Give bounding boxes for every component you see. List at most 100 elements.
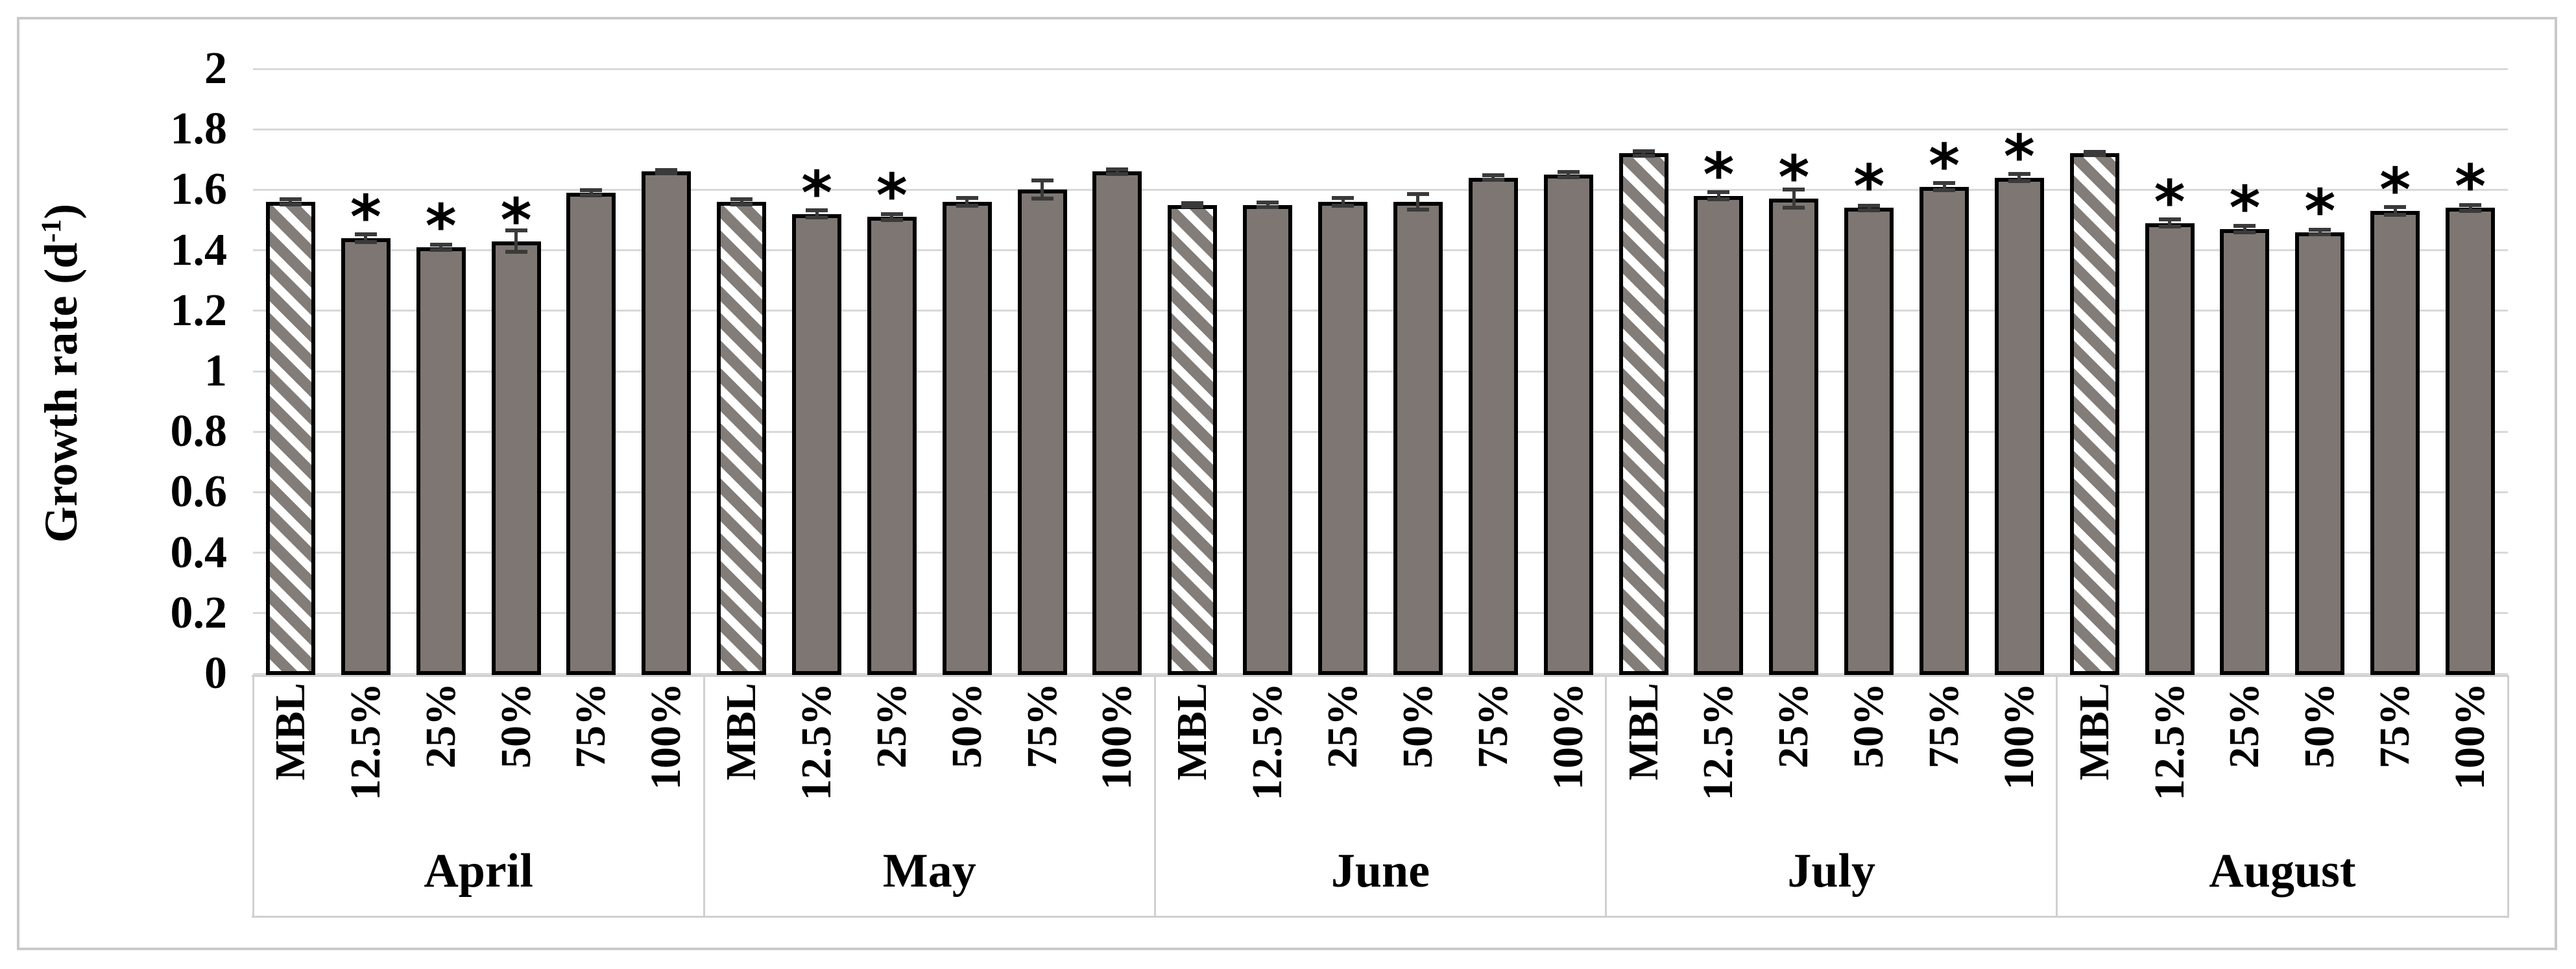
y-tick-label: 1.4 — [170, 225, 228, 275]
category-label-august-50: 50% — [2296, 683, 2344, 768]
error-bar-top-cap-june-25 — [1332, 196, 1354, 201]
error-bar-bottom-cap-august-12.5 — [2158, 225, 2181, 229]
error-bar-bottom-cap-may-50 — [956, 203, 978, 208]
bar-may-75 — [1017, 190, 1067, 675]
error-bar-top-cap-july-12.5 — [1707, 190, 1730, 195]
bar-july-50 — [1844, 208, 1894, 675]
error-bar-bottom-cap-june-50 — [1406, 207, 1429, 212]
error-bar-top-cap-august-75 — [2384, 205, 2407, 210]
significance-asterisk-july-100: * — [2003, 121, 2035, 191]
category-label-may-mbl: MBL — [717, 683, 765, 781]
error-bar-bottom-cap-august-25 — [2233, 230, 2256, 234]
error-bar-top-cap-april-75 — [580, 188, 603, 193]
month-label-august: August — [2209, 844, 2356, 898]
error-bar-whisker-june-100 — [1567, 172, 1571, 177]
category-axis-top-line — [252, 675, 2509, 677]
bar-august-25 — [2220, 228, 2270, 675]
error-bar-bottom-cap-april-50 — [505, 249, 527, 254]
bar-june-12.5 — [1243, 204, 1293, 675]
error-bar-whisker-august-12.5 — [2168, 219, 2172, 227]
error-bar-top-cap-august-50 — [2309, 227, 2331, 232]
error-bar-whisker-august-25 — [2243, 226, 2246, 232]
error-bar-whisker-august-50 — [2318, 229, 2322, 235]
bar-april-75 — [566, 193, 616, 675]
bar-april-50 — [491, 241, 541, 675]
gridline — [253, 491, 2508, 493]
error-bar-whisker-july-12.5 — [1716, 192, 1720, 200]
error-bar-whisker-may-12.5 — [815, 210, 819, 218]
error-bar-bottom-cap-may-12.5 — [806, 215, 828, 220]
error-bar-whisker-july-25 — [1792, 190, 1796, 208]
error-bar-bottom-cap-august-75 — [2384, 212, 2407, 217]
error-bar-top-cap-may-12.5 — [806, 208, 828, 213]
error-bar-top-cap-july-mbl — [1632, 149, 1655, 153]
error-bar-top-cap-april-25 — [429, 243, 452, 247]
error-bar-whisker-june-12.5 — [1266, 202, 1270, 208]
error-bar-top-cap-may-75 — [1031, 178, 1053, 183]
category-label-april-100: 100% — [642, 683, 690, 790]
bar-april-100 — [642, 171, 692, 675]
bar-august-100 — [2446, 208, 2496, 675]
error-bar-top-cap-april-100 — [655, 167, 678, 172]
category-label-august-25: 25% — [2221, 683, 2269, 768]
category-label-june-25: 25% — [1319, 683, 1367, 768]
error-bar-whisker-july-mbl — [1642, 151, 1646, 156]
error-bar-top-cap-july-25 — [1783, 188, 1805, 192]
error-bar-bottom-cap-april-mbl — [279, 202, 302, 206]
y-tick-label: 0.2 — [170, 587, 228, 638]
gridline — [253, 612, 2508, 615]
gridline — [253, 552, 2508, 554]
error-bar-bottom-cap-may-100 — [1106, 172, 1129, 177]
category-label-july-50: 50% — [1845, 683, 1893, 768]
category-label-may-25: 25% — [867, 683, 915, 768]
error-bar-top-cap-may-50 — [956, 196, 978, 201]
error-bar-bottom-cap-april-25 — [429, 247, 452, 252]
error-bar-whisker-april-mbl — [289, 199, 293, 204]
month-label-july: July — [1787, 844, 1876, 898]
error-bar-bottom-cap-may-25 — [880, 218, 903, 222]
month-label-june: June — [1330, 844, 1430, 898]
error-bar-whisker-may-25 — [890, 214, 894, 220]
bar-august-12.5 — [2145, 223, 2195, 675]
significance-asterisk-july-25: * — [1778, 143, 1810, 213]
error-bar-top-cap-april-mbl — [279, 197, 302, 202]
gridline — [253, 188, 2508, 191]
error-bar-bottom-cap-june-12.5 — [1257, 205, 1279, 210]
category-label-june-mbl: MBL — [1168, 683, 1216, 781]
error-bar-top-cap-june-75 — [1482, 173, 1504, 178]
month-separator-line — [1605, 675, 1607, 918]
error-bar-bottom-cap-april-100 — [655, 171, 678, 176]
error-bar-bottom-cap-june-75 — [1482, 178, 1504, 182]
category-label-july-75: 75% — [1920, 683, 1968, 768]
month-separator-line — [2056, 675, 2058, 918]
significance-asterisk-july-75: * — [1928, 130, 1960, 201]
significance-asterisk-april-12.5: * — [350, 182, 381, 252]
significance-asterisk-august-100: * — [2455, 152, 2486, 222]
category-label-july-25: 25% — [1770, 683, 1818, 768]
bar-june-75 — [1468, 177, 1518, 675]
bar-august-mbl — [2069, 153, 2119, 675]
significance-asterisk-april-50: * — [500, 185, 532, 255]
bar-july-100 — [1994, 177, 2044, 675]
category-label-may-75: 75% — [1018, 683, 1066, 768]
category-label-august-mbl: MBL — [2070, 683, 2118, 781]
category-label-april-75: 75% — [567, 683, 615, 768]
significance-asterisk-august-25: * — [2229, 173, 2261, 243]
error-bar-whisker-april-50 — [514, 230, 518, 252]
y-tick-label: 0.6 — [170, 467, 228, 517]
category-axis-bottom-line — [252, 916, 2509, 918]
error-bar-whisker-may-mbl — [740, 199, 743, 204]
significance-asterisk-august-12.5: * — [2154, 167, 2185, 237]
error-bar-whisker-july-50 — [1867, 205, 1871, 211]
category-label-july-100: 100% — [1995, 683, 2043, 790]
gridline — [253, 310, 2508, 312]
category-label-may-50: 50% — [943, 683, 991, 768]
gridline — [253, 67, 2508, 70]
bar-june-100 — [1543, 175, 1593, 675]
bar-may-25 — [867, 217, 917, 675]
error-bar-top-cap-may-mbl — [730, 197, 753, 202]
error-bar-bottom-cap-july-100 — [2008, 179, 2030, 184]
error-bar-whisker-april-12.5 — [364, 234, 368, 242]
error-bar-whisker-july-100 — [2017, 174, 2021, 182]
error-bar-top-cap-june-mbl — [1181, 201, 1204, 205]
